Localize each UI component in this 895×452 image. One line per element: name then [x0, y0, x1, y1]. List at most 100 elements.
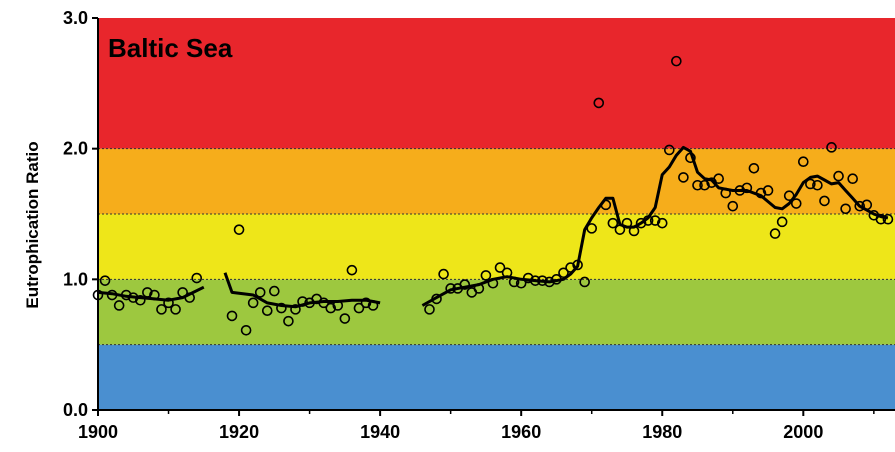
data-point	[184, 292, 195, 303]
data-point	[170, 304, 181, 315]
data-point	[586, 223, 598, 234]
data-point	[790, 198, 802, 209]
data-point	[233, 224, 245, 235]
y-tick-label: 1.0	[63, 269, 88, 289]
data-point	[226, 310, 238, 322]
data-point	[882, 213, 894, 225]
data-point	[459, 279, 471, 290]
data-point	[247, 297, 259, 309]
data-point	[480, 270, 492, 281]
data-point	[163, 297, 174, 309]
x-tick-label: 1960	[501, 422, 541, 442]
band-boundary-lines	[98, 148, 895, 346]
data-point	[261, 305, 273, 316]
data-point	[748, 162, 760, 174]
data-point	[508, 276, 520, 288]
y-tick-label: 2.0	[63, 139, 88, 159]
data-point	[685, 152, 696, 164]
data-point	[290, 304, 301, 315]
data-point	[424, 304, 435, 315]
data-point	[769, 228, 781, 239]
data-point	[656, 217, 668, 229]
band-0	[98, 344, 895, 410]
band-4	[98, 18, 895, 149]
data-point	[692, 179, 703, 191]
data-point	[515, 277, 527, 289]
ratio-bands	[98, 18, 895, 410]
data-point	[487, 277, 499, 289]
data-point	[783, 190, 795, 202]
data-point	[92, 289, 104, 301]
data-point	[106, 289, 118, 301]
data-point	[854, 200, 866, 212]
data-point	[353, 302, 365, 314]
band-2	[98, 214, 895, 280]
band-1	[98, 279, 895, 345]
data-point	[607, 217, 619, 229]
data-point	[149, 289, 160, 301]
x-tick-label: 1920	[219, 422, 259, 442]
x-tick-label: 2000	[783, 422, 823, 442]
data-point	[113, 300, 125, 311]
data-point	[579, 276, 590, 288]
x-tick-label: 1900	[78, 422, 118, 442]
data-point	[840, 203, 851, 215]
moving-average-segment-1	[223, 272, 381, 309]
data-point	[438, 268, 449, 280]
data-point	[741, 182, 753, 194]
data-point	[325, 302, 337, 314]
data-point	[360, 297, 372, 309]
data-point	[339, 313, 351, 324]
data-point	[699, 179, 710, 191]
data-point	[762, 185, 774, 196]
data-point	[367, 300, 379, 311]
data-point	[501, 267, 513, 279]
data-point	[156, 304, 167, 315]
data-point	[346, 264, 358, 276]
data-point	[713, 173, 724, 185]
observation-points	[92, 55, 894, 336]
x-tick-label: 1980	[642, 422, 682, 442]
data-point	[254, 287, 266, 298]
data-point	[600, 199, 612, 211]
data-point	[628, 225, 640, 237]
y-tick-label: 3.0	[63, 8, 88, 28]
data-point	[431, 293, 442, 305]
chart-title: Baltic Sea	[108, 33, 233, 63]
data-point	[621, 217, 633, 229]
data-point	[720, 187, 732, 199]
data-point	[572, 259, 583, 271]
data-point	[565, 262, 576, 273]
data-point	[755, 187, 767, 199]
data-point	[678, 172, 689, 183]
data-point	[191, 272, 203, 284]
data-point	[805, 178, 816, 190]
data-point	[635, 217, 647, 229]
data-point	[551, 274, 562, 285]
band-3	[98, 148, 895, 214]
data-point	[861, 199, 873, 211]
data-point	[522, 272, 534, 284]
data-point	[276, 302, 287, 314]
data-point	[120, 289, 132, 301]
y-axis-title: Eutrophication Ratio	[23, 141, 42, 308]
data-point	[99, 275, 111, 286]
data-point	[776, 216, 788, 228]
data-point	[847, 173, 858, 185]
data-point	[614, 224, 626, 235]
data-point	[537, 275, 548, 286]
data-point	[297, 296, 308, 307]
data-point	[875, 213, 887, 225]
data-point	[283, 315, 294, 327]
data-point	[142, 287, 153, 298]
data-point	[734, 185, 746, 196]
data-point	[529, 275, 541, 286]
data-point	[135, 294, 146, 306]
data-point	[798, 156, 809, 168]
data-point	[593, 97, 605, 109]
data-point	[473, 283, 485, 294]
data-point	[127, 292, 139, 303]
y-tick-label: 0.0	[63, 400, 88, 420]
data-point	[269, 285, 280, 297]
